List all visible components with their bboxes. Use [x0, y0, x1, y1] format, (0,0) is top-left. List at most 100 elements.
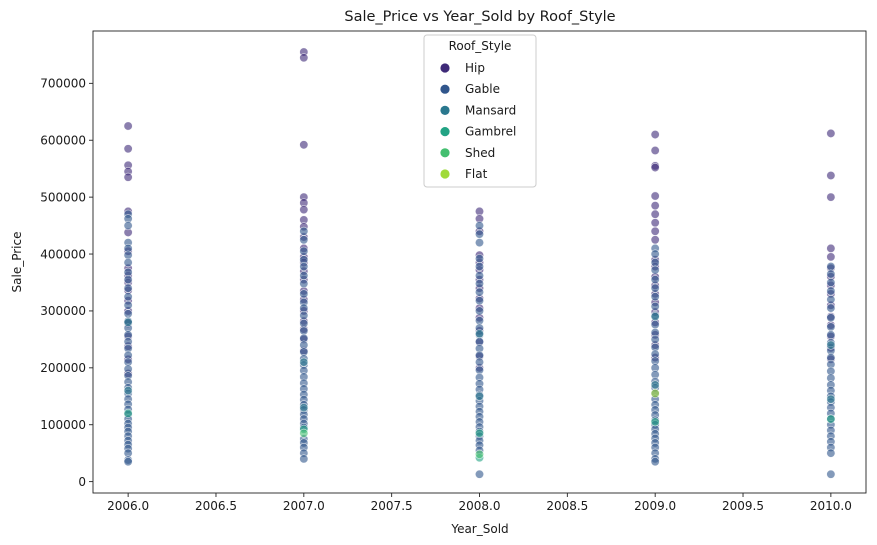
legend-label: Hip: [465, 61, 485, 75]
data-point: [826, 469, 836, 479]
legend-marker: [440, 105, 450, 115]
data-point: [650, 191, 660, 201]
y-axis-label: Sale_Price: [10, 232, 24, 293]
data-point: [650, 380, 660, 390]
data-point: [299, 140, 309, 150]
legend-marker: [440, 84, 450, 94]
legend-label: Gable: [465, 82, 500, 96]
data-point: [123, 283, 133, 293]
legend-box: [423, 34, 537, 188]
legend-marker: [440, 169, 450, 179]
legend-label: Flat: [465, 167, 488, 181]
data-point: [826, 394, 836, 404]
data-point: [474, 306, 484, 316]
data-point: [123, 275, 133, 285]
data-point: [650, 163, 660, 173]
data-point: [826, 243, 836, 253]
data-point: [650, 417, 660, 427]
data-point: [123, 408, 133, 418]
data-point: [826, 171, 836, 181]
data-point: [123, 457, 133, 467]
y-tick-label: 100000: [40, 418, 86, 432]
data-point: [299, 205, 309, 215]
data-point: [299, 310, 309, 320]
data-point: [826, 295, 836, 305]
data-point: [650, 275, 660, 285]
x-axis-label: Year_Sold: [450, 522, 508, 536]
data-point: [650, 201, 660, 211]
data-point: [826, 322, 836, 332]
data-point: [474, 254, 484, 264]
data-point: [123, 386, 133, 396]
data-point: [826, 269, 836, 279]
x-tick-label: 2010.0: [810, 499, 852, 513]
y-tick-label: 600000: [40, 134, 86, 148]
x-tick-label: 2006.5: [195, 499, 237, 513]
data-point: [650, 320, 660, 330]
x-axis: 2006.0 2006.5 2007.0 2007.5 2008.0 2008.5 2009…: [107, 493, 852, 513]
data-point: [123, 258, 133, 268]
data-point: [123, 144, 133, 154]
data-point: [650, 334, 660, 344]
data-point: [826, 286, 836, 296]
data-point: [299, 279, 309, 289]
data-point: [299, 403, 309, 413]
y-tick-label: 0: [78, 475, 86, 489]
y-tick-label: 300000: [40, 304, 86, 318]
data-point: [474, 329, 484, 339]
legend: Roof_Style Hip Gable Mansard Gambrel Shed Fla…: [423, 34, 537, 188]
x-tick-label: 2009.5: [722, 499, 764, 513]
data-point: [474, 357, 484, 367]
data-point: [299, 262, 309, 272]
legend-marker: [440, 148, 450, 158]
data-point: [650, 283, 660, 293]
x-tick-label: 2008.5: [546, 499, 588, 513]
data-point: [650, 457, 660, 467]
data-point: [123, 317, 133, 327]
data-point: [650, 388, 660, 398]
data-point: [826, 414, 836, 424]
y-tick-label: 200000: [40, 361, 86, 375]
data-point: [474, 271, 484, 281]
data-point: [826, 277, 836, 287]
data-point: [826, 340, 836, 350]
chart-title: Sale_Price vs Year_Sold by Roof_Style: [344, 9, 615, 25]
data-point: [123, 221, 133, 231]
x-tick-label: 2006.0: [107, 499, 149, 513]
data-point: [299, 53, 309, 63]
data-point: [474, 238, 484, 248]
data-point: [474, 469, 484, 479]
data-point: [650, 301, 660, 311]
data-point: [650, 130, 660, 140]
legend-label: Mansard: [465, 103, 516, 117]
legend-label: Shed: [465, 146, 495, 160]
data-point: [650, 312, 660, 322]
data-point: [826, 192, 836, 202]
data-point: [123, 292, 133, 302]
data-point: [650, 249, 660, 259]
data-point: [474, 279, 484, 289]
y-axis: 0 100000 200000 300000 400000 500000 600000 700…: [40, 77, 93, 489]
data-point: [474, 229, 484, 239]
legend-title: Roof_Style: [449, 39, 512, 53]
data-point: [474, 262, 484, 272]
data-point: [826, 128, 836, 138]
data-point: [826, 313, 836, 323]
x-tick-label: 2009.0: [634, 499, 676, 513]
data-point: [650, 235, 660, 245]
data-point: [299, 271, 309, 281]
x-tick-label: 2008.0: [459, 499, 501, 513]
data-point: [123, 121, 133, 131]
data-point: [123, 300, 133, 310]
data-point: [299, 235, 309, 245]
data-point: [826, 303, 836, 313]
data-point: [650, 292, 660, 302]
data-point: [474, 287, 484, 297]
y-tick-label: 400000: [40, 247, 86, 261]
data-point: [474, 296, 484, 306]
data-point: [299, 357, 309, 367]
data-point: [650, 145, 660, 155]
data-point: [650, 209, 660, 219]
data-point: [650, 218, 660, 228]
